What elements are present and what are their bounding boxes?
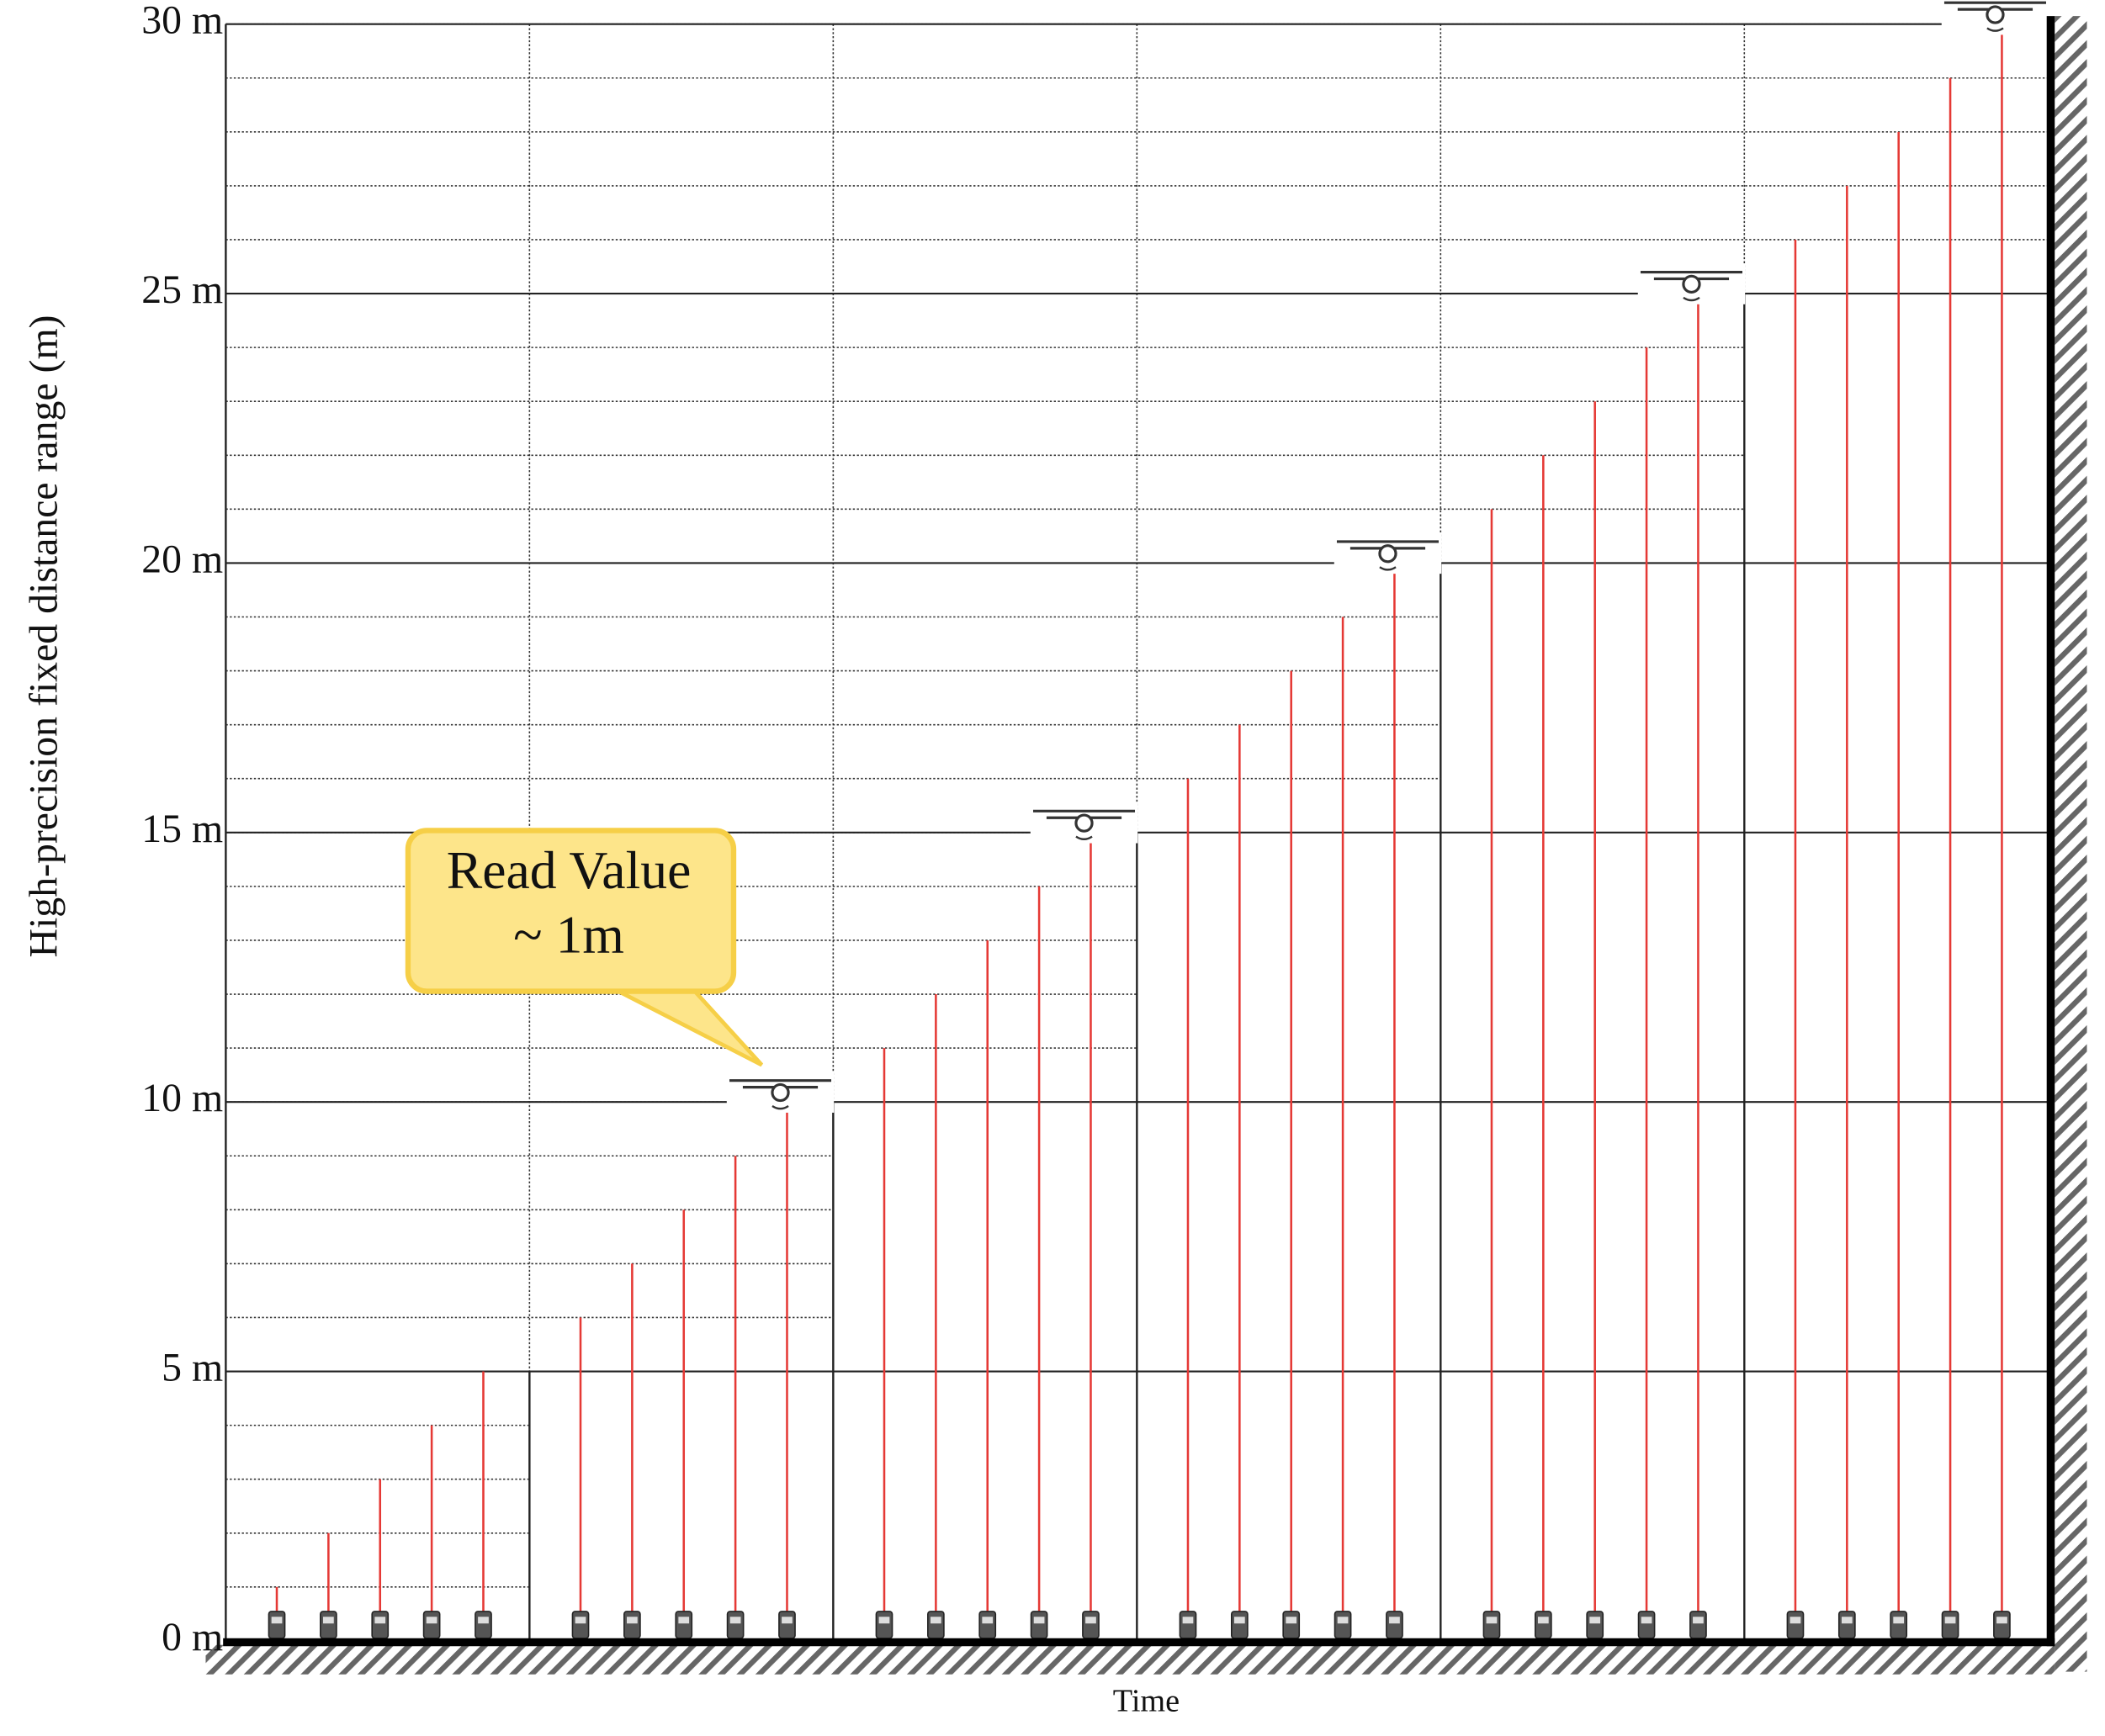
range-finder-screen xyxy=(878,1617,890,1624)
range-finder xyxy=(875,1611,893,1639)
range-finder-screen xyxy=(1693,1617,1704,1624)
range-finder-screen xyxy=(930,1617,941,1624)
callout-box xyxy=(405,828,737,994)
wall-hatch xyxy=(2055,16,2087,1672)
range-finder xyxy=(1689,1611,1707,1639)
range-finder xyxy=(571,1611,590,1639)
range-finder xyxy=(1890,1611,1908,1639)
ground-hatch xyxy=(205,1644,2055,1675)
x-axis-label: Time xyxy=(1113,1684,1180,1719)
drone-signal xyxy=(1986,27,2004,32)
range-finder-screen xyxy=(1589,1617,1601,1624)
y-tick-label: 0 m xyxy=(162,1615,223,1659)
drone-camera xyxy=(771,1082,790,1103)
drone-signal xyxy=(1379,566,1397,571)
drone-icon xyxy=(1334,533,1442,574)
range-finder-screen xyxy=(1033,1617,1045,1624)
range-finder-screen xyxy=(1641,1617,1652,1624)
range-finder xyxy=(1334,1611,1352,1639)
range-finder-screen xyxy=(627,1617,638,1624)
range-finder xyxy=(268,1611,286,1639)
range-finder-screen xyxy=(374,1617,386,1624)
range-finder-screen xyxy=(1486,1617,1498,1624)
range-finder xyxy=(422,1611,441,1639)
range-finder-screen xyxy=(1389,1617,1400,1624)
callout-text: ~ 1m xyxy=(513,905,624,965)
drone-icon xyxy=(1637,264,1746,304)
callout: Read Value ~ 1m xyxy=(405,828,764,1067)
range-finder-screen xyxy=(1944,1617,1956,1624)
range-finder xyxy=(1179,1611,1197,1639)
range-finder xyxy=(371,1611,390,1639)
y-axis-label: High-precision fixed distance range (m) xyxy=(22,315,66,957)
range-finder xyxy=(1586,1611,1604,1639)
range-finder-screen xyxy=(323,1617,334,1624)
drone-signal xyxy=(1075,835,1093,840)
drone-camera xyxy=(1986,5,2005,24)
range-finder-screen xyxy=(782,1617,793,1624)
callout-text: Read Value xyxy=(447,840,692,900)
range-finder-screen xyxy=(982,1617,994,1624)
range-finder-screen xyxy=(1537,1617,1549,1624)
range-finder xyxy=(1230,1611,1249,1639)
range-finder xyxy=(1941,1611,1959,1639)
range-finder xyxy=(1386,1611,1403,1639)
drone-icon xyxy=(1030,802,1138,844)
range-finder xyxy=(927,1611,945,1639)
range-finder-screen xyxy=(1286,1617,1297,1624)
range-finder-screen xyxy=(1233,1617,1245,1624)
range-finder xyxy=(1030,1611,1048,1639)
range-finder xyxy=(623,1611,641,1639)
range-finder xyxy=(475,1611,492,1639)
range-finder-screen xyxy=(1893,1617,1905,1624)
range-finder xyxy=(1993,1611,2011,1639)
range-finder-screen xyxy=(426,1617,437,1624)
y-tick-label: 25 m xyxy=(141,267,223,312)
y-tick-label: 30 m xyxy=(141,0,223,43)
range-finder xyxy=(778,1611,796,1639)
range-finder-screen xyxy=(271,1617,283,1624)
range-finder-screen xyxy=(1085,1617,1096,1624)
drone-icon xyxy=(1941,0,2049,35)
range-finder xyxy=(1534,1611,1552,1639)
drone-camera xyxy=(1378,544,1397,564)
y-tick-label: 15 m xyxy=(141,807,223,851)
range-finder-screen xyxy=(575,1617,586,1624)
range-finder xyxy=(1837,1611,1856,1639)
drone-icon xyxy=(726,1072,835,1113)
range-finder xyxy=(1282,1611,1301,1639)
range-finder-screen xyxy=(1996,1617,2007,1624)
drone-camera xyxy=(1682,274,1701,294)
range-finder-screen xyxy=(678,1617,690,1624)
range-finder xyxy=(1482,1611,1501,1639)
range-finder-screen xyxy=(1337,1617,1349,1624)
range-finder xyxy=(978,1611,997,1639)
range-finder xyxy=(320,1611,337,1639)
y-tick-label: 20 m xyxy=(141,537,223,581)
range-finder-screen xyxy=(1790,1617,1801,1624)
y-tick-label: 10 m xyxy=(141,1076,223,1120)
range-finder-screen xyxy=(729,1617,741,1624)
drone-signal xyxy=(1683,296,1700,302)
drone-camera xyxy=(1074,813,1094,833)
range-finder xyxy=(726,1611,745,1639)
range-finder-screen xyxy=(1182,1617,1194,1624)
callout-pointer xyxy=(617,989,764,1067)
drone-signal xyxy=(771,1104,789,1110)
range-finder xyxy=(675,1611,693,1639)
range-finder-screen xyxy=(478,1617,489,1624)
range-finder-screen xyxy=(1841,1617,1853,1624)
range-finder xyxy=(1637,1611,1656,1639)
range-finder xyxy=(1786,1611,1805,1639)
y-tick-label: 5 m xyxy=(162,1346,223,1390)
range-finder xyxy=(1082,1611,1100,1639)
